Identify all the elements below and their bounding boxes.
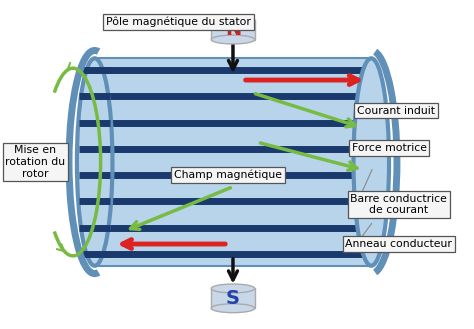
Text: Anneau conducteur: Anneau conducteur bbox=[346, 239, 452, 249]
Ellipse shape bbox=[211, 35, 255, 44]
Ellipse shape bbox=[77, 58, 112, 266]
Ellipse shape bbox=[354, 58, 389, 266]
Ellipse shape bbox=[211, 284, 255, 293]
Text: N: N bbox=[225, 20, 241, 39]
Text: Pôle magnétique du stator: Pôle magnétique du stator bbox=[106, 16, 251, 27]
Text: Barre conductrice
de courant: Barre conductrice de courant bbox=[350, 194, 447, 215]
Ellipse shape bbox=[211, 15, 255, 24]
Text: Courant induit: Courant induit bbox=[357, 106, 435, 116]
Text: Mise en
rotation du
rotor: Mise en rotation du rotor bbox=[5, 145, 65, 179]
Text: Force motrice: Force motrice bbox=[352, 143, 427, 153]
Text: S: S bbox=[226, 289, 240, 308]
Polygon shape bbox=[95, 58, 371, 266]
Polygon shape bbox=[211, 20, 255, 39]
Ellipse shape bbox=[211, 304, 255, 313]
Polygon shape bbox=[211, 289, 255, 308]
Text: Champ magnétique: Champ magnétique bbox=[174, 170, 282, 180]
